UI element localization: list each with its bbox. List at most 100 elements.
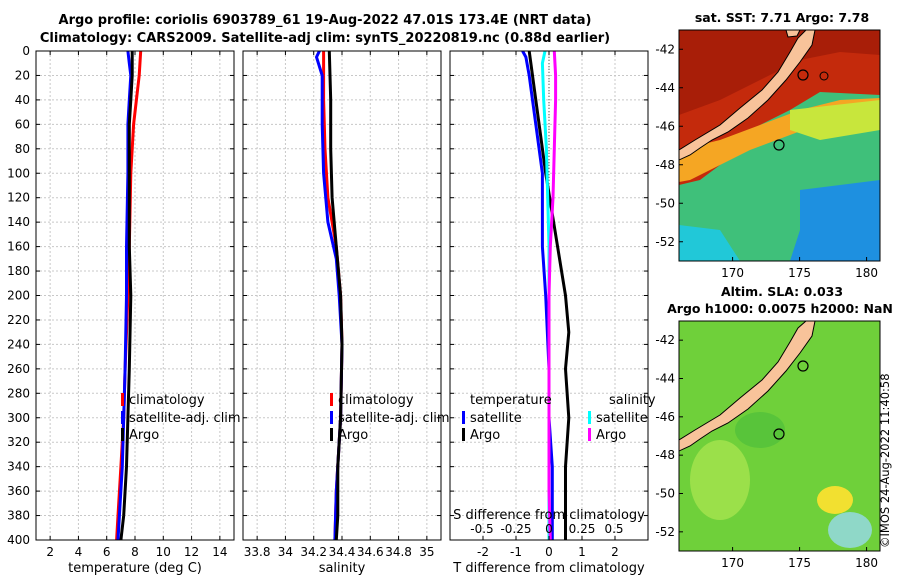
x-tick-label: 2 bbox=[46, 545, 54, 559]
lon-tick-label: 175 bbox=[788, 266, 811, 280]
sla-map: 170 175 180 -42 -44 -46 -48 -50 -52 bbox=[655, 320, 881, 570]
x-tick-label: 1 bbox=[578, 545, 586, 559]
sst-map-frame bbox=[678, 29, 881, 262]
sla-map-title-2: Argo h1000: 0.0075 h2000: NaN bbox=[667, 301, 893, 316]
x-tick-label: -1 bbox=[510, 545, 522, 559]
sla-anomaly-peak bbox=[817, 486, 853, 514]
y-tick-label: 100 bbox=[7, 166, 30, 180]
lat-tick-label: -50 bbox=[655, 487, 675, 501]
sla-map-frame bbox=[678, 320, 881, 552]
legend-label-satellite-adj: satellite-adj. clim bbox=[338, 411, 450, 426]
lon-tick-label: 180 bbox=[855, 266, 878, 280]
series-group bbox=[115, 51, 143, 540]
y-tick-label: 240 bbox=[7, 337, 30, 351]
series-line-argo bbox=[327, 51, 344, 540]
x-tick-label: 34.6 bbox=[357, 545, 384, 559]
series-group bbox=[315, 51, 344, 540]
south-island-landmass bbox=[679, 30, 816, 161]
y-tick-label: 40 bbox=[15, 93, 30, 107]
legend-swatch-satellite-adj bbox=[121, 411, 124, 424]
y-tick-label: 140 bbox=[7, 215, 30, 229]
y-tick-label: 400 bbox=[7, 533, 30, 547]
x-tick-label: 34.2 bbox=[300, 545, 327, 559]
lat-tick-label: -48 bbox=[655, 448, 675, 462]
x-tick-label: 34 bbox=[278, 545, 293, 559]
y-tick-label: 340 bbox=[7, 460, 30, 474]
legend-swatch-t-argo bbox=[462, 428, 465, 441]
temperature-legend: climatology satellite-adj. clim Argo bbox=[121, 393, 241, 443]
y-tick-label: 0 bbox=[22, 44, 30, 58]
north-island-tip bbox=[785, 30, 801, 38]
x-axis-label: T difference from climatology bbox=[452, 561, 645, 576]
y-tick-label: 360 bbox=[7, 484, 30, 498]
legend-label-climatology: climatology bbox=[338, 393, 414, 408]
difference-panel: -2 -1 0 1 2 T difference from climatology S di… bbox=[449, 50, 649, 576]
sla-anomaly-low bbox=[828, 512, 872, 548]
salinity-legend: climatology satellite-adj. clim Argo bbox=[330, 393, 450, 443]
x-tick-label: 8 bbox=[131, 545, 139, 559]
legend-label-argo: Argo bbox=[338, 428, 368, 443]
y-tick-label: 220 bbox=[7, 313, 30, 327]
sst-contour-circle bbox=[797, 69, 809, 81]
legend-heading-temperature: temperature bbox=[470, 393, 552, 408]
lat-tick-label: -42 bbox=[655, 42, 675, 56]
legend-label-s-satellite: satellite bbox=[596, 411, 648, 426]
top-axis-tick-label: 0.5 bbox=[604, 522, 623, 536]
lat-tick-label: -44 bbox=[655, 81, 675, 95]
y-tick-label: 280 bbox=[7, 386, 30, 400]
sla-map-title-1: Altim. SLA: 0.033 bbox=[720, 284, 844, 299]
series-line-t-satellite bbox=[521, 51, 554, 540]
sst-map-title: sat. SST: 7.71 Argo: 7.78 bbox=[694, 10, 870, 25]
x-tick-label: -2 bbox=[477, 545, 489, 559]
x-tick-label: 34.8 bbox=[385, 545, 412, 559]
lat-tick-label: -46 bbox=[655, 410, 675, 424]
lon-tick-label: 180 bbox=[855, 556, 878, 570]
figure-title-line2: Climatology: CARS2009. Satellite-adj cli… bbox=[39, 31, 611, 46]
legend-swatch-s-satellite bbox=[588, 411, 591, 424]
series-group bbox=[521, 51, 571, 540]
legend-swatch-s-argo bbox=[588, 428, 591, 441]
top-axis-label: S difference from climatology bbox=[453, 508, 645, 523]
y-tick-label: 120 bbox=[7, 191, 30, 205]
x-tick-label: 4 bbox=[75, 545, 83, 559]
south-island-landmass bbox=[679, 321, 816, 452]
lon-tick-label: 170 bbox=[721, 266, 744, 280]
y-tick-label: 20 bbox=[15, 68, 30, 82]
sst-mid-region bbox=[790, 100, 880, 140]
sst-contour-circle-2 bbox=[819, 71, 829, 81]
x-tick-label: 33.8 bbox=[244, 545, 271, 559]
y-tick-label: 60 bbox=[15, 117, 30, 131]
y-tick-label: 320 bbox=[7, 435, 30, 449]
legend-label-argo: Argo bbox=[129, 428, 159, 443]
top-axis-tick-label: -0.5 bbox=[470, 522, 493, 536]
x-axis-label: temperature (deg C) bbox=[68, 561, 202, 576]
top-axis-tick-label: 0 bbox=[545, 522, 553, 536]
y-tick-label: 80 bbox=[15, 142, 30, 156]
legend-label-s-argo: Argo bbox=[596, 428, 626, 443]
sla-contour-circle bbox=[797, 360, 809, 372]
sst-cool-region-west bbox=[679, 225, 740, 261]
legend-swatch-argo bbox=[121, 428, 124, 441]
legend-swatch-argo bbox=[330, 428, 333, 441]
legend-heading-salinity: salinity bbox=[609, 393, 656, 408]
top-axis-tick-label: -0.25 bbox=[500, 522, 531, 536]
temperature-panel: 2 4 6 8 10 12 14 temperature (deg C) 0 20 40 60 80 10… bbox=[7, 44, 235, 576]
legend-swatch-t-satellite bbox=[462, 411, 465, 424]
legend-label-satellite-adj: satellite-adj. clim bbox=[129, 411, 241, 426]
y-tick-label: 380 bbox=[7, 509, 30, 523]
y-tick-label: 260 bbox=[7, 362, 30, 376]
y-tick-label: 180 bbox=[7, 264, 30, 278]
lon-tick-label: 170 bbox=[721, 556, 744, 570]
x-tick-label: 10 bbox=[156, 545, 171, 559]
y-tick-label: 200 bbox=[7, 289, 30, 303]
lat-tick-label: -50 bbox=[655, 196, 675, 210]
series-line-s-argo bbox=[547, 51, 558, 540]
x-tick-label: 2 bbox=[611, 545, 619, 559]
sla-anomaly-band bbox=[735, 412, 785, 448]
legend-swatch-satellite-adj bbox=[330, 411, 333, 424]
lat-tick-label: -42 bbox=[655, 333, 675, 347]
legend-label-climatology: climatology bbox=[129, 393, 205, 408]
lat-tick-label: -52 bbox=[655, 235, 675, 249]
difference-legend: temperature satellite Argo salinity sate… bbox=[462, 393, 656, 443]
